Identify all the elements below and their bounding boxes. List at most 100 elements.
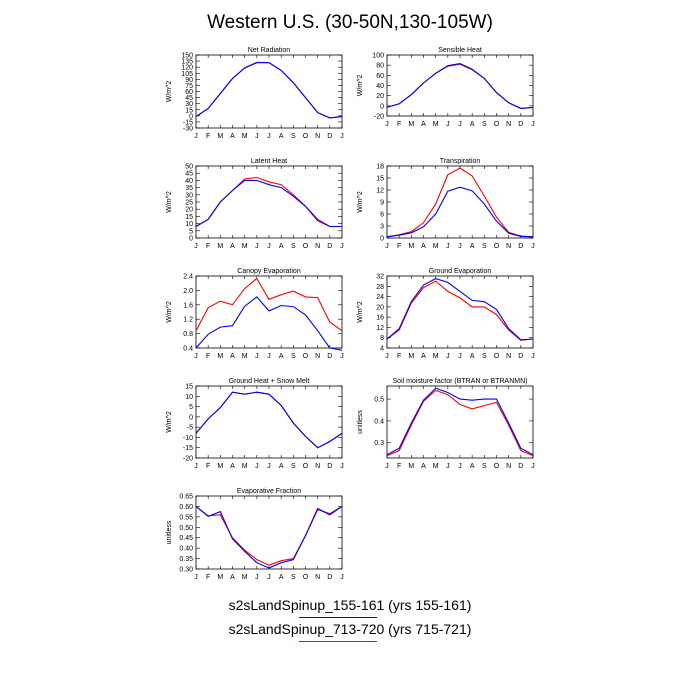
y-tick-label: -5	[187, 425, 193, 432]
y-axis-label: unitless	[357, 410, 364, 434]
x-tick-label: J	[458, 243, 462, 250]
y-tick-label: -20	[183, 456, 193, 463]
x-tick-label: A	[421, 353, 426, 360]
panel-frame	[195, 275, 343, 349]
series-line-2	[386, 167, 534, 238]
y-tick-label: 0	[380, 103, 384, 110]
x-tick-label: D	[327, 463, 332, 470]
x-tick-label: J	[340, 463, 344, 470]
panel-title: Canopy Evaporation	[237, 268, 301, 275]
x-tick-label: J	[340, 133, 344, 140]
series-line-2	[195, 505, 343, 566]
y-tick-label: 0.4	[374, 418, 384, 425]
x-tick-label: J	[458, 121, 462, 128]
x-tick-label: J	[446, 353, 450, 360]
y-tick-label: 50	[185, 164, 193, 171]
x-tick-label: S	[291, 574, 296, 581]
x-tick-label: D	[327, 133, 332, 140]
y-tick-label: 0.8	[183, 331, 193, 338]
x-tick-label: J	[531, 243, 535, 250]
x-tick-label: M	[408, 353, 414, 360]
x-tick-label: N	[315, 463, 320, 470]
x-tick-label: S	[291, 243, 296, 250]
x-tick-label: O	[494, 353, 500, 360]
y-tick-label: 45	[185, 171, 193, 178]
y-tick-label: 18	[376, 164, 384, 171]
panel-title: Sensible Heat	[438, 47, 482, 54]
x-tick-label: F	[206, 353, 210, 360]
x-tick-label: D	[518, 463, 523, 470]
series-line-1	[386, 186, 534, 238]
x-tick-label: D	[327, 574, 332, 581]
y-tick-label: 32	[376, 274, 384, 281]
x-tick-label: J	[267, 133, 271, 140]
legend-label-run1: s2sLandSpinup_155-161 (yrs 155-161)	[228, 597, 472, 613]
x-tick-label: J	[385, 121, 389, 128]
y-tick-label: 0.3	[374, 440, 384, 447]
panel-4: Canopy Evaporation W/m^2 0.4 0.8 1.2 1.6 2.0 2.…	[166, 268, 344, 360]
x-tick-label: M	[433, 121, 439, 128]
x-tick-label: J	[194, 243, 198, 250]
x-tick-label: A	[279, 133, 284, 140]
x-tick-label: A	[279, 574, 284, 581]
x-tick-label: F	[206, 463, 210, 470]
y-axis-label: W/m^2	[166, 411, 173, 433]
x-tick-label: J	[340, 574, 344, 581]
x-tick-label: M	[433, 463, 439, 470]
series-line-1	[386, 63, 534, 109]
panel-title: Net Radiation	[248, 47, 291, 54]
y-tick-label: 80	[376, 63, 384, 70]
x-tick-label: O	[494, 243, 500, 250]
y-tick-label: 0.55	[179, 514, 193, 521]
x-tick-label: A	[279, 463, 284, 470]
x-tick-label: N	[315, 243, 320, 250]
y-tick-label: 0.30	[179, 567, 193, 574]
y-tick-label: 20	[185, 207, 193, 214]
y-tick-label: 28	[376, 284, 384, 291]
x-tick-label: J	[255, 243, 259, 250]
x-tick-label: D	[327, 353, 332, 360]
x-tick-label: J	[194, 574, 198, 581]
y-tick-label: 30	[185, 192, 193, 199]
x-tick-label: D	[518, 243, 523, 250]
y-tick-label: 0.40	[179, 546, 193, 553]
x-tick-label: J	[446, 121, 450, 128]
series-line-1	[195, 296, 343, 351]
x-tick-label: J	[458, 463, 462, 470]
y-tick-label: 5	[189, 404, 193, 411]
series-line-1	[386, 387, 534, 456]
panel-title: Soil moisture factor (BTRAN or BTRANMN)	[393, 378, 528, 385]
y-tick-label: 20	[376, 304, 384, 311]
panel-6: Ground Heat + Snow Melt W/m^2 -20 -15 -10 -5 0…	[166, 378, 344, 470]
panel-title: Ground Evaporation	[429, 268, 492, 275]
y-tick-label: 0.4	[183, 346, 193, 353]
x-tick-label: J	[385, 243, 389, 250]
y-tick-label: 0.45	[179, 535, 193, 542]
x-tick-label: A	[230, 574, 235, 581]
y-tick-label: 90	[185, 77, 193, 84]
y-tick-label: 15	[185, 214, 193, 221]
x-tick-label: N	[506, 243, 511, 250]
series-line-1	[195, 62, 343, 119]
x-tick-label: O	[303, 353, 309, 360]
x-tick-label: J	[446, 463, 450, 470]
x-tick-label: S	[291, 353, 296, 360]
x-tick-label: N	[506, 353, 511, 360]
legend-swatch-run2	[299, 641, 377, 642]
x-tick-label: S	[291, 463, 296, 470]
y-tick-label: 15	[185, 107, 193, 114]
x-tick-label: D	[518, 353, 523, 360]
panel-frame	[195, 54, 343, 129]
x-tick-label: J	[255, 133, 259, 140]
x-tick-label: F	[397, 463, 401, 470]
series-line-1	[195, 391, 343, 449]
x-tick-label: O	[303, 463, 309, 470]
x-tick-label: S	[482, 243, 487, 250]
y-tick-label: 1.6	[183, 302, 193, 309]
x-tick-label: M	[433, 353, 439, 360]
y-tick-label: 1.2	[183, 317, 193, 324]
x-tick-label: D	[327, 243, 332, 250]
